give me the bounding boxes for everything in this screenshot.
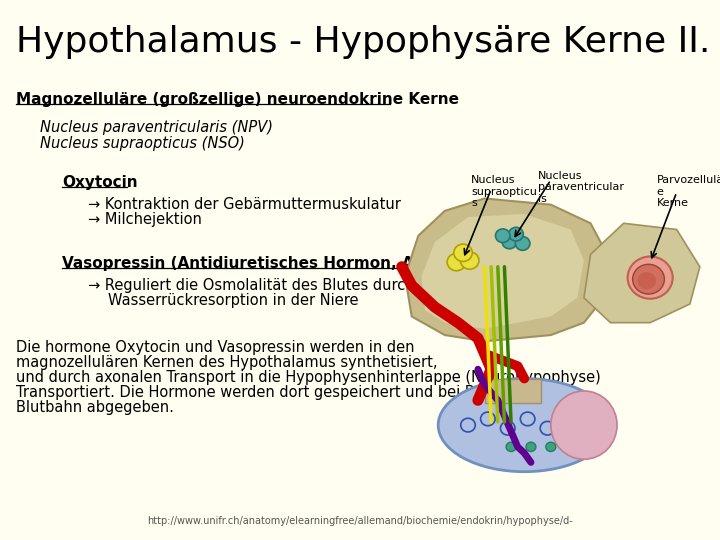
Ellipse shape (551, 391, 617, 459)
Text: Parvozellulär
e
Kerne: Parvozellulär e Kerne (657, 175, 720, 208)
Text: Nucleus
paraventricular
is: Nucleus paraventricular is (538, 171, 624, 204)
Text: Nucleus
supraopticu
s: Nucleus supraopticu s (472, 175, 537, 208)
Circle shape (526, 442, 536, 451)
Circle shape (506, 442, 516, 451)
Text: → Reguliert die Osmolalität des Blutes durch: → Reguliert die Osmolalität des Blutes d… (88, 278, 415, 293)
Text: Vasopressin (Antidiuretisches Hormon, Adiuretin, ADH): Vasopressin (Antidiuretisches Hormon, Ad… (62, 256, 536, 271)
Circle shape (454, 244, 472, 261)
Text: Die hormone Oxytocin und Vasopressin werden in den: Die hormone Oxytocin und Vasopressin wer… (16, 340, 415, 355)
Circle shape (516, 237, 530, 251)
Text: Hypothalamus - Hypophysäre Kerne II.: Hypothalamus - Hypophysäre Kerne II. (16, 25, 711, 59)
Text: magnozellulären Kernen des Hypothalamus synthetisiert,: magnozellulären Kernen des Hypothalamus … (16, 355, 438, 370)
Text: Magnozelluläre (großzellige) neuroendokrine Kerne: Magnozelluläre (großzellige) neuroendokr… (16, 92, 459, 107)
Circle shape (460, 252, 479, 269)
Circle shape (546, 442, 556, 451)
Text: Wasserrückresorption in der Niere: Wasserrückresorption in der Niere (108, 293, 359, 308)
Circle shape (495, 229, 510, 242)
Polygon shape (405, 199, 611, 341)
Circle shape (638, 272, 656, 289)
Circle shape (633, 264, 665, 294)
Circle shape (509, 227, 523, 241)
Text: Transportiert. Die Hormone werden dort gespeichert und bei Bedarf in die: Transportiert. Die Hormone werden dort g… (16, 385, 559, 400)
Text: Oxytocin: Oxytocin (62, 175, 138, 190)
Circle shape (628, 256, 672, 299)
Text: http://www.unifr.ch/anatomy/elearningfree/allemand/biochemie/endokrin/hypophyse/: http://www.unifr.ch/anatomy/elearningfre… (147, 516, 573, 526)
Polygon shape (485, 379, 541, 403)
Text: → Milchejektion: → Milchejektion (88, 212, 202, 227)
Polygon shape (422, 214, 584, 329)
Text: → Kontraktion der Gebärmuttermuskulatur: → Kontraktion der Gebärmuttermuskulatur (88, 197, 401, 212)
Polygon shape (584, 224, 700, 323)
Text: und durch axonalen Transport in die Hypophysenhinterlappe (Neurohypophyse): und durch axonalen Transport in die Hypo… (16, 370, 600, 385)
Circle shape (502, 235, 517, 249)
Ellipse shape (438, 379, 611, 472)
Text: Nucleus supraopticus (NSO): Nucleus supraopticus (NSO) (40, 136, 245, 151)
Text: Nucleus paraventricularis (NPV): Nucleus paraventricularis (NPV) (40, 120, 273, 135)
Text: Blutbahn abgegeben.: Blutbahn abgegeben. (16, 400, 174, 415)
Circle shape (447, 253, 466, 271)
